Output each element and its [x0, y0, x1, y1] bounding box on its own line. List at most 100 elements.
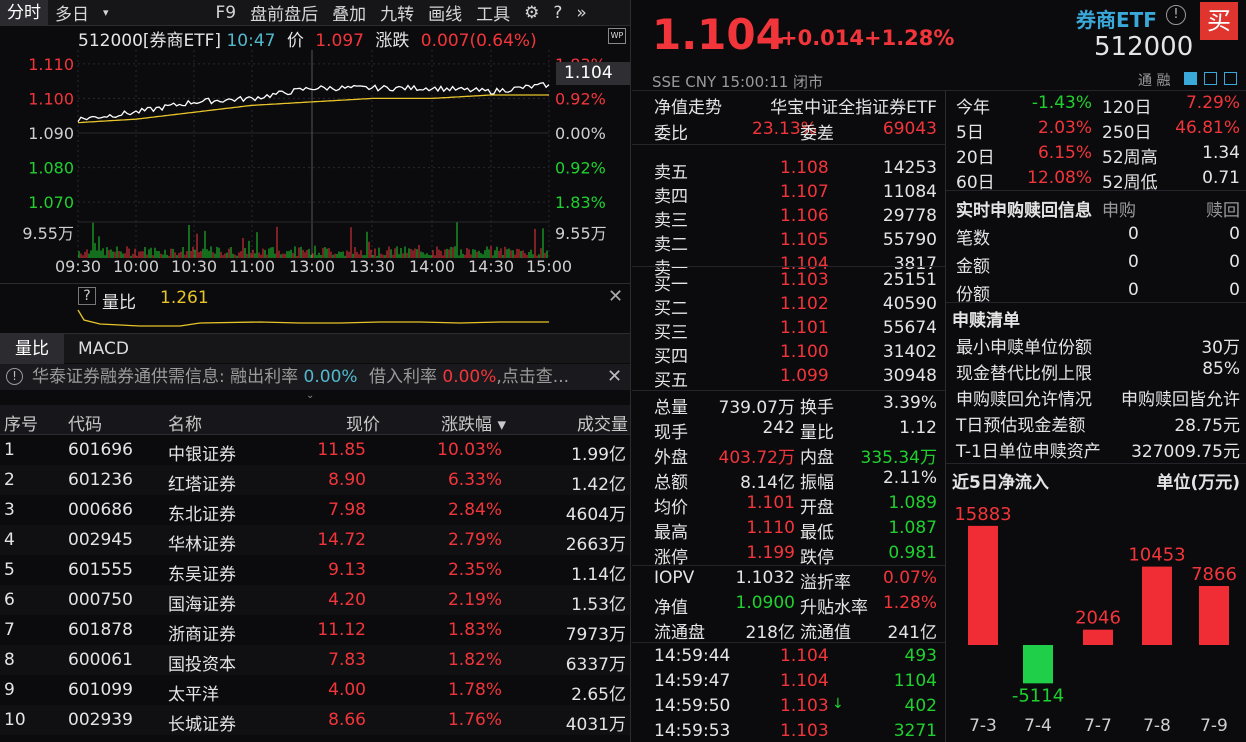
- table-row[interactable]: 1 601696 中银证券 11.85 10.03% 1.99亿: [0, 435, 630, 465]
- question-icon[interactable]: ?: [78, 287, 96, 305]
- buy-price: 1.102: [780, 294, 829, 314]
- chart-info: 512000[券商ETF] 10:47 价 1.097 涨跌 0.007(0.6…: [78, 26, 537, 51]
- divider: [632, 390, 945, 391]
- close-notice-icon[interactable]: ✕: [607, 366, 623, 387]
- y-tick-left: 1.080: [28, 159, 74, 178]
- tick-price: 1.104: [780, 646, 829, 666]
- nav-trend-link[interactable]: 净值走势: [654, 98, 722, 118]
- iopv-value: 1.28%: [882, 593, 937, 613]
- divider: [632, 266, 945, 267]
- header-price[interactable]: 现价: [346, 415, 380, 435]
- redeem-label: 申购赎回允许情况: [956, 390, 1092, 410]
- stat-label: 开盘: [800, 498, 834, 518]
- row-name: 华林证券: [168, 535, 236, 555]
- tick-volume: 493: [904, 646, 937, 666]
- close-icon[interactable]: ✕: [608, 286, 624, 307]
- tab-intraday[interactable]: 分时: [0, 0, 48, 26]
- header-name[interactable]: 名称: [168, 415, 202, 435]
- table-row[interactable]: 2 601236 红塔证券 8.90 6.33% 1.42亿: [0, 465, 630, 495]
- flow-bar: [1142, 566, 1172, 645]
- row-index: 5: [4, 560, 15, 580]
- row-code: 002939: [68, 710, 133, 730]
- buy-volume: 30948: [882, 366, 937, 386]
- tool-nine[interactable]: 九转: [380, 5, 415, 25]
- sell-level-label: 卖四: [654, 187, 688, 207]
- tool-tools[interactable]: 工具: [476, 5, 511, 25]
- tool-f9[interactable]: F9: [215, 2, 237, 23]
- stat-label: 总量: [654, 398, 688, 418]
- table-row[interactable]: 3 000686 东北证券 7.98 2.84% 4604万: [0, 495, 630, 525]
- flow-bar: [1023, 645, 1053, 684]
- perf-label: 120日: [1102, 98, 1152, 118]
- realtime-buy: 0: [1128, 252, 1139, 272]
- panel-divider-2: [945, 90, 946, 742]
- info-icon[interactable]: !: [1166, 5, 1186, 25]
- stat-label: 均价: [654, 498, 688, 518]
- stat-value: 0.981: [888, 543, 937, 563]
- notice-bar[interactable]: ! 华泰证券融券通供需信息: 融出利率 0.00% 借入利率 0.00%,点击查…: [0, 364, 630, 390]
- weicha-label: 委差: [800, 124, 834, 144]
- help-icon[interactable]: ?: [553, 2, 563, 23]
- row-pct: 2.35%: [447, 560, 502, 580]
- realtime-title: 实时申购赎回信息: [956, 201, 1092, 221]
- row-volume: 4031万: [565, 715, 626, 735]
- intraday-chart[interactable]: 512000[券商ETF] 10:47 价 1.097 涨跌 0.007(0.6…: [0, 26, 630, 282]
- price-line: [77, 81, 550, 123]
- edit-icon[interactable]: [1184, 72, 1197, 85]
- buy-button[interactable]: 买: [1200, 2, 1238, 40]
- realtime-label: 金额: [956, 257, 990, 277]
- home-icon[interactable]: [1204, 72, 1217, 85]
- sell-volume: 29778: [882, 206, 937, 226]
- tab-dropdown[interactable]: ▾: [103, 6, 109, 19]
- tool-draw[interactable]: 画线: [428, 5, 463, 25]
- tool-overlay[interactable]: 叠加: [332, 5, 367, 25]
- perf-value: 7.29%: [1185, 93, 1240, 113]
- header-pct[interactable]: 涨跌幅 ▾: [441, 415, 506, 435]
- table-row[interactable]: 9 601099 太平洋 4.00 1.78% 2.65亿: [0, 675, 630, 705]
- table-row[interactable]: 10 002939 长城证券 8.66 1.76% 4031万: [0, 705, 630, 735]
- buy-level-label: 买三: [654, 323, 688, 343]
- indicator-tabs: 量比 MACD: [0, 333, 630, 364]
- buy-price: 1.099: [780, 366, 829, 386]
- flow-bar: [968, 525, 998, 645]
- table-row[interactable]: 7 601878 浙商证券 11.12 1.83% 7973万: [0, 615, 630, 645]
- divider: [946, 302, 1246, 303]
- flow-value-label: 10453: [1128, 545, 1185, 566]
- collapse-icon[interactable]: »: [576, 2, 587, 23]
- perf-value: 12.08%: [1027, 168, 1092, 188]
- x-tick: 09:30: [55, 257, 101, 276]
- tab-multiday[interactable]: 多日: [55, 5, 89, 25]
- iopv-value: 241亿: [887, 623, 937, 643]
- realtime-redeem: 0: [1229, 252, 1240, 272]
- wp-icon[interactable]: WP: [608, 28, 626, 44]
- table-row[interactable]: 8 600061 国投资本 7.83 1.82% 6337万: [0, 645, 630, 675]
- realtime-redeem: 0: [1229, 280, 1240, 300]
- flow-value-label: 7866: [1191, 564, 1237, 585]
- header-volume[interactable]: 成交量: [577, 415, 628, 435]
- x-tick: 13:00: [289, 257, 335, 276]
- sell-price: 1.108: [780, 158, 829, 178]
- gear-icon[interactable]: ⚙: [524, 2, 540, 23]
- stat-value: 1.089: [888, 493, 937, 513]
- expand-icon[interactable]: ⌄: [306, 390, 315, 401]
- table-row[interactable]: 5 601555 东吴证券 9.13 2.35% 1.14亿: [0, 555, 630, 585]
- tab-volratio[interactable]: 量比: [0, 334, 64, 364]
- row-name: 东吴证券: [168, 565, 236, 585]
- tab-macd[interactable]: MACD: [78, 339, 129, 359]
- buy-volume: 25151: [882, 270, 937, 290]
- sell-price: 1.107: [780, 182, 829, 202]
- iopv-label: 升贴水率: [800, 598, 868, 618]
- tags-label: 通 融: [1138, 73, 1171, 89]
- window-icon[interactable]: [1224, 72, 1237, 85]
- redeem-label: 最小申赎单位份额: [956, 338, 1092, 358]
- header-index[interactable]: 序号: [4, 415, 38, 435]
- header-code[interactable]: 代码: [68, 415, 102, 435]
- table-row[interactable]: 4 002945 华林证券 14.72 2.79% 2663万: [0, 525, 630, 555]
- tick-volume: 3271: [893, 721, 937, 741]
- table-row[interactable]: 6 000750 国海证券 4.20 2.19% 1.53亿: [0, 585, 630, 615]
- tool-prepost[interactable]: 盘前盘后: [250, 5, 319, 25]
- stat-label: 外盘: [654, 448, 688, 468]
- row-pct: 6.33%: [447, 470, 502, 490]
- notice-rate2-label: 借入利率: [368, 367, 437, 387]
- info-icon: !: [6, 368, 23, 385]
